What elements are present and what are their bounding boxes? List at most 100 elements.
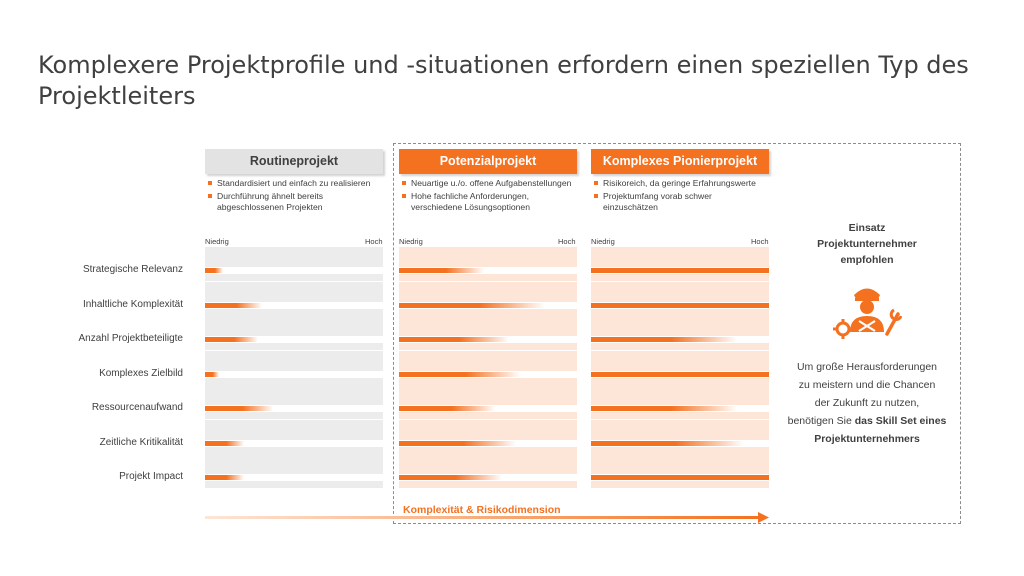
- row-label: Anzahl Projektbeteiligte: [78, 333, 183, 344]
- row-band: [205, 446, 383, 454]
- level-bar: [205, 337, 259, 342]
- level-bar: [591, 371, 769, 377]
- level-bar: [205, 302, 262, 308]
- level-bar: [399, 440, 517, 446]
- arrow-label: Komplexität & Risikodimension: [403, 504, 561, 516]
- row-band: [591, 274, 769, 281]
- row-label: Komplexes Zielbild: [99, 367, 183, 379]
- row-band: [399, 274, 577, 281]
- row-band: [399, 419, 577, 440]
- level-bar: [399, 302, 545, 308]
- row-label: Projekt Impact: [119, 471, 183, 482]
- level-bar: [399, 268, 485, 273]
- column-header-pionier: Komplexes Pionierprojekt: [591, 149, 769, 174]
- row-band: [205, 419, 383, 440]
- row-band: [205, 281, 383, 302]
- level-bar: [399, 371, 521, 377]
- row-band: [399, 308, 577, 316]
- row-band: [591, 247, 769, 267]
- row-band: [205, 412, 383, 419]
- row-band: [399, 446, 577, 454]
- level-bar: [591, 337, 737, 342]
- row-band: [205, 316, 383, 336]
- row-band: [399, 377, 577, 385]
- scale-low-label: Niedrig: [591, 237, 615, 246]
- recommended-area-frame: [393, 143, 961, 524]
- bullet-item: Projektumfang vorab schwer einzuschätzen: [591, 191, 769, 214]
- bullet-item: Neuartige u./o. offene Aufgabenstellunge…: [399, 178, 577, 190]
- column-bullets-potenzial: Neuartige u./o. offene Aufgabenstellunge…: [399, 178, 577, 215]
- row-band: [399, 350, 577, 371]
- row-band: [591, 350, 769, 371]
- row-band: [591, 446, 769, 454]
- level-bar: [591, 440, 745, 446]
- row-band: [591, 377, 769, 385]
- row-band: [205, 454, 383, 474]
- level-bar: [205, 371, 220, 377]
- row-band: [399, 247, 577, 267]
- row-band: [399, 412, 577, 419]
- row-band: [205, 247, 383, 267]
- bullet-item: Standardisiert und einfach zu realisiere…: [205, 178, 383, 190]
- row-band: [205, 350, 383, 371]
- row-band: [591, 481, 769, 488]
- bullet-square-icon: [594, 193, 598, 198]
- row-label: Zeitliche Kritikalität: [99, 436, 183, 448]
- scale-low-label: Niedrig: [205, 237, 229, 246]
- bullet-square-icon: [208, 193, 212, 198]
- row-band: [399, 316, 577, 336]
- row-band: [591, 281, 769, 302]
- column-header-potenzial: Potenzialprojekt: [399, 149, 577, 174]
- row-label: Inhaltliche Komplexität: [82, 298, 183, 310]
- row-band: [205, 343, 383, 350]
- level-bar: [591, 406, 737, 411]
- recommendation-description: Um große Herausforderungen zu meistern u…: [787, 361, 947, 445]
- row-band: [399, 481, 577, 488]
- row-label: Ressourcenaufwand: [91, 402, 183, 413]
- column-header-routine: Routineprojekt: [205, 149, 383, 174]
- row-band: [591, 385, 769, 405]
- scale-high-label: Hoch: [365, 237, 383, 246]
- column-bullets-routine: Standardisiert und einfach zu realisiere…: [205, 178, 383, 215]
- row-band: [399, 454, 577, 474]
- row-band: [205, 377, 383, 385]
- row-band: [205, 308, 383, 316]
- bullet-square-icon: [402, 193, 406, 198]
- scale-low-label: Niedrig: [399, 237, 423, 246]
- row-band: [591, 454, 769, 474]
- row-band: [205, 385, 383, 405]
- level-bar: [591, 268, 769, 273]
- level-bar: [205, 406, 273, 411]
- bullet-square-icon: [208, 181, 212, 185]
- row-band: [399, 343, 577, 350]
- row-band: [591, 419, 769, 440]
- row-band: [591, 343, 769, 350]
- row-band: [399, 281, 577, 302]
- bullet-item: Durchführung ähnelt bereits abgeschlosse…: [205, 191, 383, 214]
- bullet-square-icon: [402, 181, 406, 185]
- row-band: [205, 481, 383, 488]
- level-bar: [205, 475, 245, 480]
- row-band: [205, 274, 383, 281]
- level-bar: [205, 440, 245, 446]
- row-band: [399, 385, 577, 405]
- column-bullets-pionier: Risikoreich, da geringe Erfahrungswerte …: [591, 178, 769, 215]
- scale-high-label: Hoch: [558, 237, 576, 246]
- level-bar: [591, 475, 769, 480]
- complexity-arrow: [205, 512, 769, 523]
- row-band: [591, 316, 769, 336]
- level-bar: [399, 406, 496, 411]
- bullet-item: Hohe fachliche Anforderungen, verschiede…: [399, 191, 577, 214]
- level-bar: [399, 475, 503, 480]
- bullet-square-icon: [594, 181, 598, 185]
- bullet-item: Risikoreich, da geringe Erfahrungswerte: [591, 178, 769, 190]
- level-bar: [591, 302, 769, 308]
- level-bar: [205, 268, 223, 273]
- page-title: Komplexere Projektprofile und -situation…: [38, 51, 969, 110]
- scale-high-label: Hoch: [751, 237, 769, 246]
- row-band: [591, 308, 769, 316]
- row-label: Strategische Relevanz: [82, 264, 183, 275]
- project-entrepreneur-icon: [833, 288, 902, 339]
- level-bar: [399, 337, 510, 342]
- row-band: [591, 412, 769, 419]
